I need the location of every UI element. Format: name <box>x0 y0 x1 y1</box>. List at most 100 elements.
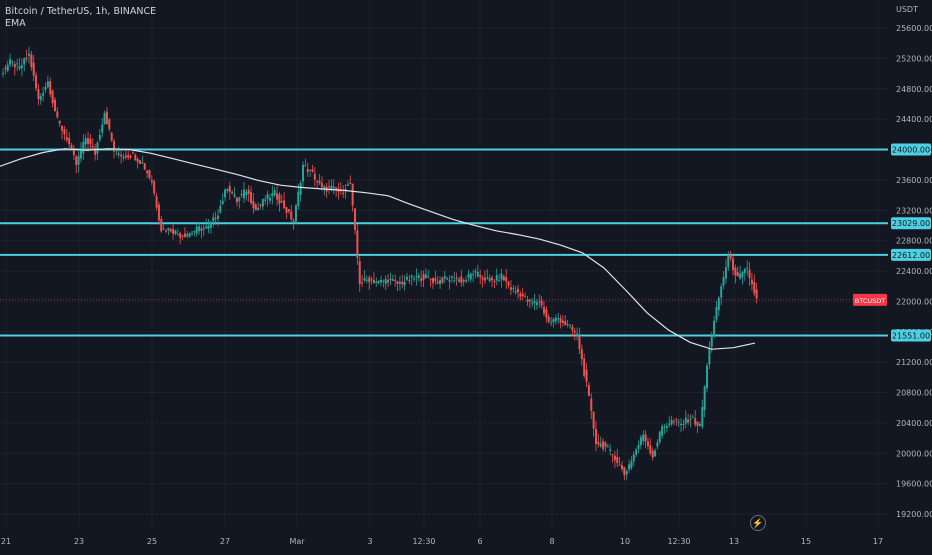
candle-body <box>271 193 274 197</box>
candle-body <box>476 271 479 277</box>
candle-body <box>68 138 71 145</box>
candle-body <box>6 64 9 71</box>
candle-body <box>455 277 458 280</box>
candle-body <box>405 276 408 280</box>
candle-body <box>105 111 108 125</box>
candle-body <box>741 271 744 278</box>
x-tick-label: 12:30 <box>412 537 435 546</box>
candle-body <box>394 280 397 282</box>
candle-body <box>252 201 255 209</box>
current-price-tag <box>853 293 887 306</box>
y-tick-label: 25200.00 <box>896 54 932 63</box>
candle-body <box>493 280 496 282</box>
candle-body <box>550 322 553 324</box>
candle-body <box>628 464 631 470</box>
candle-body <box>491 277 494 281</box>
candle-body <box>408 280 411 282</box>
candle-body <box>538 301 541 303</box>
time-axis[interactable]: 21 23 25 27 Mar 3 12:30 6 8 10 12:30 13 15 17 <box>0 528 932 550</box>
candle-body <box>519 293 522 297</box>
candle-body <box>18 66 21 70</box>
candle-body <box>748 269 751 279</box>
candle-body <box>134 154 137 161</box>
candle-body <box>436 281 439 284</box>
candle-body <box>469 273 472 280</box>
candle-body <box>354 208 357 230</box>
candle-body <box>49 81 52 95</box>
candle-body <box>82 141 85 154</box>
candle-body <box>191 232 193 234</box>
candle-body <box>620 465 623 470</box>
candle-body <box>20 65 23 69</box>
ema-line <box>0 148 756 350</box>
candle-body <box>46 81 49 88</box>
candle-body <box>174 230 177 234</box>
candle-body <box>698 423 701 426</box>
flash-icon[interactable]: ⚡ <box>750 515 766 531</box>
candle-body <box>224 189 227 198</box>
candle-body <box>495 275 498 281</box>
candle-body <box>602 441 605 450</box>
candle-body <box>87 138 90 144</box>
candle-body <box>597 441 600 445</box>
candle-body <box>276 193 279 200</box>
candle-body <box>32 62 35 76</box>
candle-body <box>382 280 385 282</box>
candle-body <box>713 320 716 336</box>
candle-body <box>268 197 271 201</box>
candle-body <box>278 194 281 204</box>
x-tick-label: 15 <box>801 537 811 546</box>
candle-body <box>316 180 319 182</box>
x-tick-label: 27 <box>220 537 230 546</box>
candle-body <box>604 442 607 447</box>
candle-body <box>590 398 593 411</box>
y-tick-label: 22400.00 <box>896 267 932 276</box>
candle-body <box>56 111 59 118</box>
candle-body <box>483 277 486 281</box>
candle-body <box>457 279 460 282</box>
candle-body <box>302 164 305 182</box>
candle-body <box>680 423 683 425</box>
candle-body <box>427 276 430 278</box>
candle-body <box>587 384 590 396</box>
x-tick-label: Mar <box>289 537 305 546</box>
candle-body <box>684 417 687 424</box>
candle-body <box>540 300 543 306</box>
indicator-label[interactable]: EMA <box>5 18 26 29</box>
candle-body <box>323 186 326 189</box>
candle-body <box>505 277 508 282</box>
symbol-title[interactable]: Bitcoin / TetherUS, 1h, BINANCE <box>5 6 157 17</box>
level-tag-label: 23029.00 <box>892 219 930 228</box>
candle-body <box>415 276 418 278</box>
candle-body <box>743 268 746 274</box>
candle-body <box>554 317 557 322</box>
candle-body <box>472 274 475 276</box>
candle-body <box>136 158 139 162</box>
candle-body <box>623 466 626 476</box>
candle-body <box>285 207 288 213</box>
candle-body <box>661 426 664 436</box>
candle-body <box>11 61 14 63</box>
candle-body <box>294 205 297 222</box>
candle-body <box>98 134 101 140</box>
candle-body <box>42 93 45 96</box>
y-tick-label: 19600.00 <box>896 480 932 489</box>
candle-body <box>117 153 120 155</box>
y-tick-label: 23600.00 <box>896 176 932 185</box>
candle-body <box>287 209 290 212</box>
x-tick-label: 23 <box>74 537 84 546</box>
candle-body <box>96 142 99 154</box>
candle-body <box>675 419 678 421</box>
candle-body <box>283 200 286 209</box>
candle-body <box>292 220 295 223</box>
candle-body <box>141 162 144 164</box>
candle-body <box>706 365 709 389</box>
price-axis[interactable]: 19200.00 19600.00 20000.00 20400.00 20800.00… <box>853 0 932 550</box>
candle-body <box>446 278 449 280</box>
candle-body <box>689 418 692 420</box>
y-tick-label: 22800.00 <box>896 237 932 246</box>
current-price-tag-label: BTCUSDT <box>855 297 885 305</box>
candle-body <box>179 233 182 239</box>
